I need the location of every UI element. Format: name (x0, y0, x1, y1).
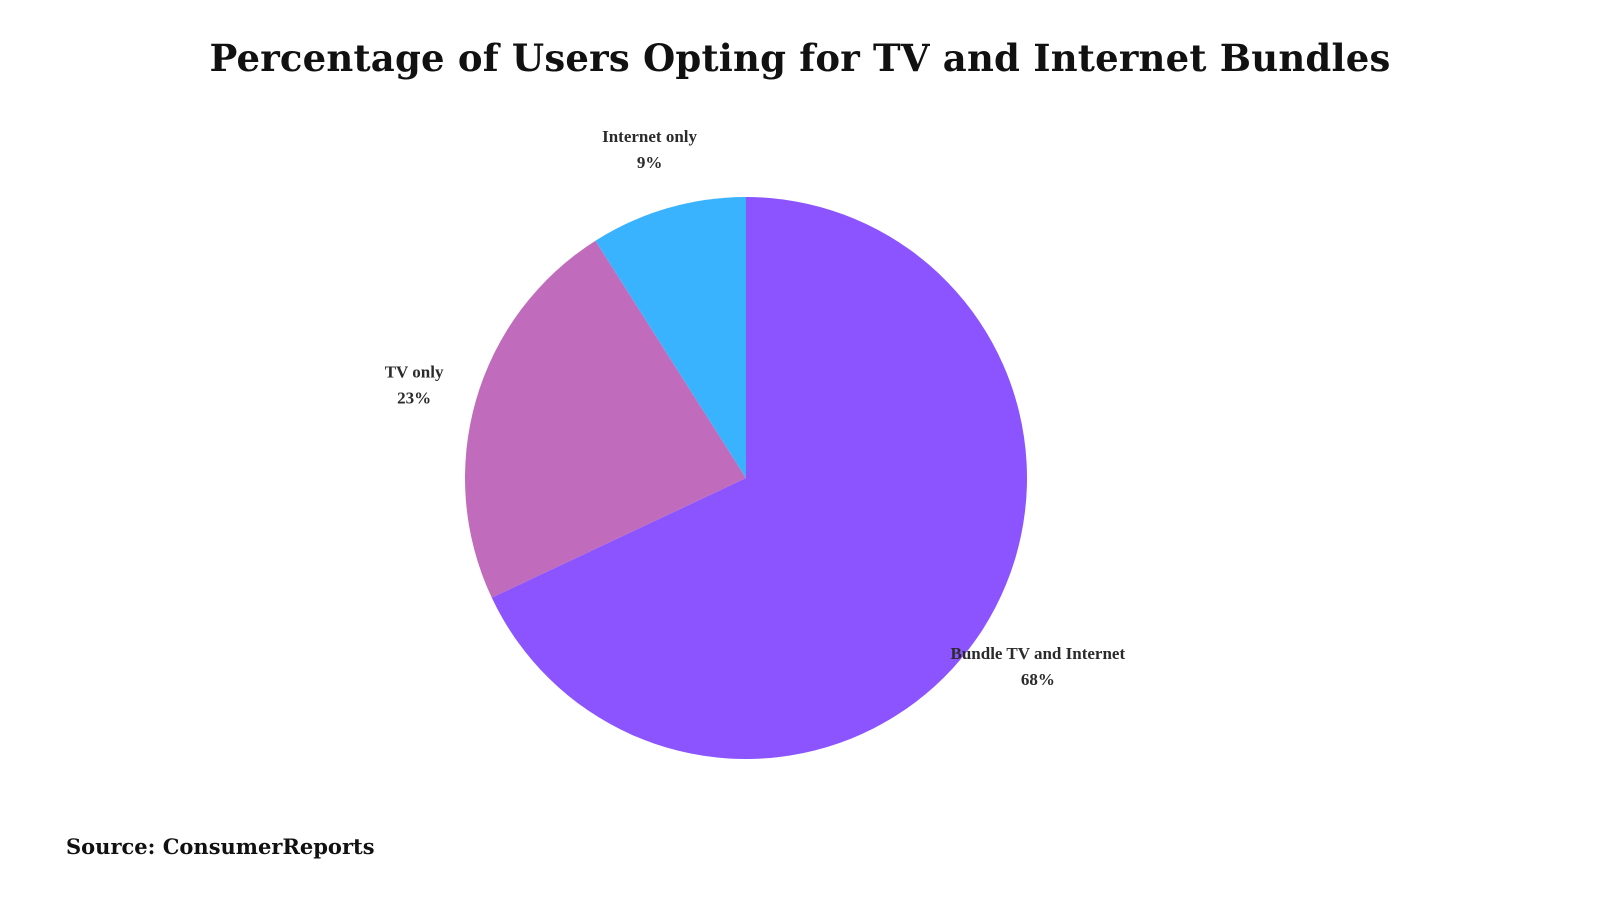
slice-value-internet-only: 9% (637, 153, 663, 172)
source-note: Source: ConsumerReports (66, 834, 375, 859)
slice-label-bundle-tv-and-internet: Bundle TV and Internet (951, 644, 1126, 663)
pie-slice-internet-only (595, 197, 746, 478)
slice-value-bundle-tv-and-internet: 68% (1021, 670, 1055, 689)
chart-title: Percentage of Users Opting for TV and In… (209, 36, 1391, 80)
pie-slice-tv-only (465, 240, 746, 598)
slice-value-tv-only: 23% (397, 389, 431, 408)
slice-label-tv-only: TV only (385, 363, 444, 382)
slice-label-internet-only: Internet only (602, 127, 697, 146)
pie-slice-bundle-tv-and-internet (491, 197, 1027, 759)
pie-slices (465, 197, 1027, 759)
pie-labels: Bundle TV and Internet 68% TV only 23% Inter… (385, 127, 1126, 689)
